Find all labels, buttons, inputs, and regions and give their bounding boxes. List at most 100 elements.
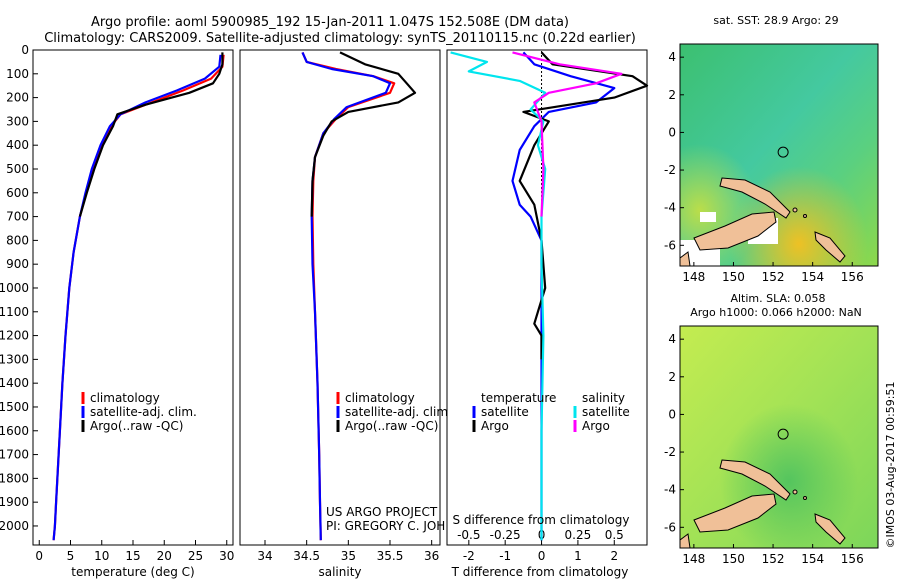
series-line-s-argo: [512, 51, 623, 217]
sla-map-title-line2: Argo h1000: 0.066 h2000: NaN: [690, 306, 862, 319]
sla-map-panel: Altim. SLA: 0.058 Argo h1000: 0.066 h200…: [664, 292, 879, 566]
difference-profiles: [450, 51, 649, 541]
temperature-tick-label: 5: [67, 549, 75, 563]
legend-satellite-label: satellite-adj. clim.: [345, 405, 452, 419]
longitude-tick-label: 152: [762, 270, 785, 284]
argo-location-marker: [777, 428, 789, 440]
depth-tick-label: 600: [6, 186, 29, 200]
island-dot: [792, 207, 798, 213]
longitude-tick-label: 154: [801, 270, 824, 284]
latitude-tick-label: -2: [664, 163, 676, 177]
pi-credit: PI: GREGORY C. JOHNSON: [326, 519, 480, 533]
salinity-legend: climatology satellite-adj. clim. Argo(..…: [336, 391, 452, 433]
new-ireland-land: [719, 177, 791, 219]
island-dot: [803, 496, 807, 500]
depth-tick-label: 1000: [0, 281, 29, 295]
legend-t-argo-label: Argo: [481, 419, 509, 433]
depth-tick-label: 1300: [0, 352, 29, 366]
latitude-tick-label: -2: [664, 445, 676, 459]
longitude-tick-label: 152: [762, 552, 785, 566]
island-dot: [803, 214, 807, 218]
difference-xlabel: T difference from climatology: [451, 565, 629, 579]
temperature-x-axis: 0 5 10 15 20 25 30: [35, 540, 234, 563]
legend-argo-label: Argo(..raw -QC): [90, 419, 183, 433]
depth-tick-label: 200: [6, 91, 29, 105]
temperature-tick-label: 15: [125, 549, 140, 563]
sla-map-title-line1: Altim. SLA: 0.058: [730, 292, 825, 305]
legend-temperature-header: temperature: [481, 391, 556, 405]
sst-map-panel: sat. SST: 28.9 Argo: 29 148 150 152 154 156 4…: [664, 14, 879, 284]
sst-heatmap: [680, 44, 878, 266]
depth-tick-label: 1200: [0, 329, 29, 343]
latitude-tick-label: 2: [668, 370, 676, 384]
depth-tick-label: 800: [6, 233, 29, 247]
salinity-tick-label: 34: [257, 549, 272, 563]
depth-tick-label: 1500: [0, 400, 29, 414]
temperature-tick-label: 10: [94, 549, 109, 563]
depth-tick-label: 100: [6, 67, 29, 81]
salinity-tick-label: 34.5: [293, 549, 320, 563]
depth-tick-label: 1600: [0, 424, 29, 438]
figure-title-line1: Argo profile: aoml 5900985_192 15-Jan-20…: [91, 15, 569, 30]
depth-tick-label: 700: [6, 210, 29, 224]
longitude-tick-label: 150: [722, 270, 745, 284]
new-ireland-land: [719, 459, 791, 501]
difference-tick-label: 0: [538, 549, 546, 563]
series-line-s-satellite: [450, 51, 547, 541]
sla-map-axes: 148 150 152 154 156 4 2 0 -2 -4 -6: [664, 332, 864, 566]
depth-tick-label: 1700: [0, 448, 29, 462]
imos-timestamp: ©IMOS 03-Aug-2017 00:59:51: [884, 382, 897, 549]
depth-tick-label: 500: [6, 162, 29, 176]
bougainville-land: [814, 513, 846, 545]
depth-tick-label: 1800: [0, 471, 29, 485]
depth-tick-label: 400: [6, 138, 29, 152]
s-difference-tick-label: 0.5: [605, 528, 624, 542]
latitude-tick-label: -4: [664, 483, 676, 497]
difference-panel: -2 -1 0 1 2 -0.5 -0.25 0 0.25 0.5 S difference f…: [446, 49, 649, 579]
new-guinea-land: [680, 251, 691, 266]
latitude-tick-label: 0: [668, 407, 676, 421]
s-difference-label: S difference from climatology: [453, 513, 630, 527]
depth-tick-label: 0: [21, 43, 29, 57]
sst-map-axes: 148 150 152 154 156 4 2 0 -2 -4 -6: [664, 50, 864, 284]
legend-satellite-label: satellite-adj. clim.: [90, 405, 197, 419]
legend-salinity-header: salinity: [582, 391, 625, 405]
salinity-tick-label: 35: [341, 549, 356, 563]
depth-tick-label: 900: [6, 257, 29, 271]
sst-missing-data: [700, 212, 716, 222]
temperature-tick-label: 0: [35, 549, 43, 563]
series-line-argo-raw-qc: [78, 52, 224, 217]
legend-s-satellite-label: satellite: [582, 405, 630, 419]
temperature-profiles: [52, 52, 225, 541]
difference-plot-frame: [446, 49, 648, 546]
new-britain-land: [693, 493, 777, 533]
difference-tick-label: -1: [499, 549, 511, 563]
depth-tick-label: 1900: [0, 495, 29, 509]
latitude-tick-label: 4: [668, 50, 676, 64]
legend-climatology-label: climatology: [345, 391, 415, 405]
latitude-tick-label: 0: [668, 125, 676, 139]
series-line-argo-raw-qc: [310, 51, 417, 217]
sst-map-frame: [679, 43, 879, 267]
project-credit: US ARGO PROJECT: [326, 505, 438, 519]
salinity-tick-label: 35.5: [377, 549, 404, 563]
salinity-x-axis: 34 34.5 35 35.5 36: [257, 540, 439, 563]
series-line-t-argo: [518, 51, 649, 360]
salinity-tick-label: 36: [424, 549, 439, 563]
latitude-tick-label: 4: [668, 332, 676, 346]
legend-t-satellite-label: satellite: [481, 405, 529, 419]
longitude-tick-label: 154: [801, 552, 824, 566]
legend-argo-label: Argo(..raw -QC): [345, 419, 438, 433]
s-difference-tick-label: -0.5: [457, 528, 480, 542]
longitude-tick-label: 156: [841, 270, 864, 284]
difference-tick-label: 2: [610, 549, 618, 563]
argo-location-marker: [777, 146, 789, 158]
difference-tick-label: -2: [463, 549, 475, 563]
figure-title-line2: Climatology: CARS2009. Satellite-adjuste…: [44, 31, 636, 46]
sst-map-title: sat. SST: 28.9 Argo: 29: [713, 14, 838, 27]
longitude-tick-label: 150: [722, 552, 745, 566]
temperature-panel: 0100200300400500600700800900100011001200…: [0, 43, 452, 579]
depth-tick-label: 1400: [0, 376, 29, 390]
s-difference-tick-label: 0.25: [565, 528, 592, 542]
